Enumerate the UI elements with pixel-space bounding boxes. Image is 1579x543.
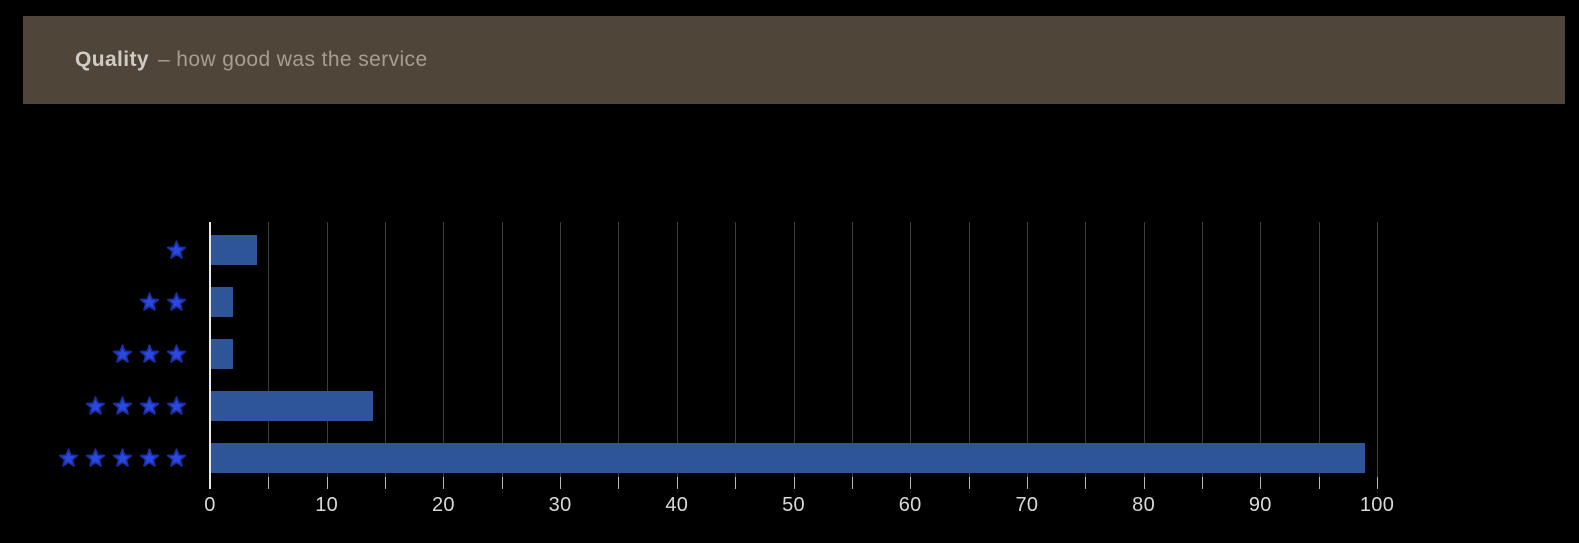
category-2-stars xyxy=(0,290,187,314)
star-icon xyxy=(166,396,187,415)
axis-tick xyxy=(1143,477,1145,489)
x-tick-label: 60 xyxy=(898,494,922,516)
axis-tick xyxy=(268,477,270,489)
gridline xyxy=(1377,222,1378,477)
gridline xyxy=(501,222,503,477)
x-tick-label: 0 xyxy=(204,494,216,516)
bar-5-stars xyxy=(210,443,1365,473)
axis-tick xyxy=(1318,477,1320,489)
bar-3-stars xyxy=(210,339,233,369)
star-icon xyxy=(139,396,160,415)
gridline xyxy=(676,222,678,477)
axis-tick xyxy=(1201,477,1203,489)
gridline xyxy=(968,222,970,477)
gridline xyxy=(326,222,328,477)
gridline xyxy=(385,222,387,477)
star-icon xyxy=(112,396,133,415)
star-icon xyxy=(85,396,106,415)
bar-1-star xyxy=(210,235,257,265)
star-icon xyxy=(166,344,187,363)
axis-tick xyxy=(1260,477,1262,489)
x-tick-label: 70 xyxy=(1015,494,1039,516)
star-icon xyxy=(139,344,160,363)
axis-tick xyxy=(501,477,503,489)
x-tick-label: 80 xyxy=(1132,494,1156,516)
star-icon xyxy=(85,448,106,467)
x-tick-label: 50 xyxy=(782,494,805,516)
x-tick-label: 100 xyxy=(1359,494,1395,516)
axis-tick xyxy=(618,477,620,489)
x-tick-label: 10 xyxy=(315,494,339,516)
star-icon xyxy=(139,292,160,311)
gridline xyxy=(793,222,795,477)
category-4-stars xyxy=(0,394,187,418)
question-subtitle: – how good was the service xyxy=(157,48,428,71)
axis-tick xyxy=(1377,477,1378,489)
category-5-stars xyxy=(0,446,187,470)
axis-tick xyxy=(560,477,562,489)
gridline xyxy=(560,222,562,477)
x-tick-label: 20 xyxy=(431,494,455,516)
bar-2-stars xyxy=(210,287,233,317)
star-icon xyxy=(58,448,79,467)
gridline xyxy=(1085,222,1087,477)
gridline xyxy=(1143,222,1145,477)
gridline xyxy=(851,222,853,477)
question-header-bar: Quality – how good was the service xyxy=(23,16,1565,104)
axis-tick xyxy=(910,477,912,489)
gridline xyxy=(268,222,270,477)
axis-tick xyxy=(968,477,970,489)
gridline xyxy=(735,222,737,477)
x-tick-label: 40 xyxy=(665,494,689,516)
star-icon xyxy=(166,292,187,311)
axis-tick xyxy=(443,477,445,489)
star-icon xyxy=(166,448,187,467)
axis-tick xyxy=(1026,477,1028,489)
axis-tick xyxy=(676,477,678,489)
category-3-stars xyxy=(0,342,187,366)
axis-tick xyxy=(735,477,737,489)
question-title: Quality xyxy=(75,48,149,71)
gridline xyxy=(1260,222,1262,477)
star-icon xyxy=(139,448,160,467)
x-tick-label: 90 xyxy=(1248,494,1272,516)
axis-tick xyxy=(1085,477,1087,489)
gridline xyxy=(1201,222,1203,477)
star-icon xyxy=(166,240,187,259)
category-1-star xyxy=(0,238,187,262)
axis-tick xyxy=(385,477,387,489)
bar-4-stars xyxy=(210,391,373,421)
y-axis-line xyxy=(209,222,211,489)
axis-tick xyxy=(326,477,328,489)
gridline xyxy=(618,222,620,477)
axis-tick xyxy=(851,477,853,489)
star-icon xyxy=(112,448,133,467)
gridline xyxy=(1318,222,1320,477)
x-tick-label: 30 xyxy=(548,494,572,516)
gridline xyxy=(443,222,445,477)
star-icon xyxy=(112,344,133,363)
gridline xyxy=(910,222,912,477)
axis-tick xyxy=(793,477,795,489)
gridline xyxy=(1026,222,1028,477)
